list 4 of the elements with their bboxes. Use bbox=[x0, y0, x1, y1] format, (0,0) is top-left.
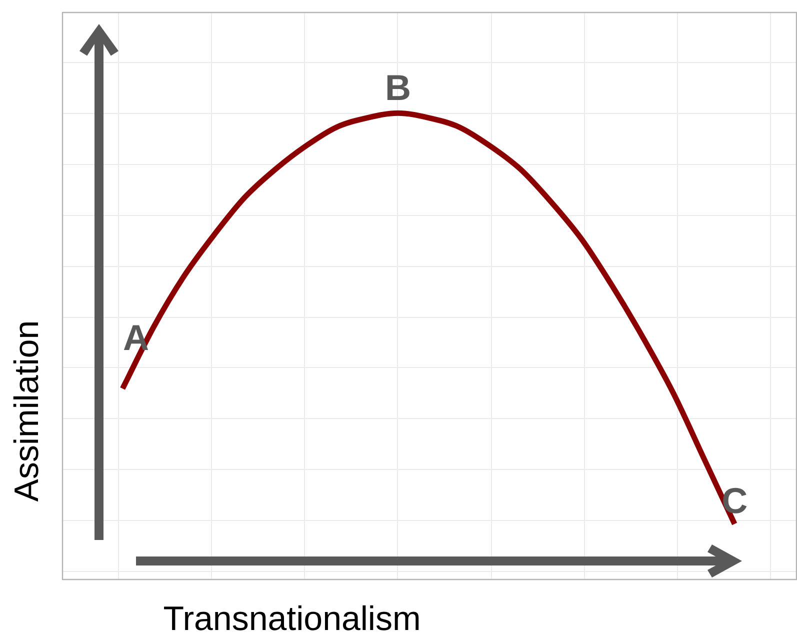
y-axis-title: Assimilation bbox=[8, 320, 46, 502]
annotation: A bbox=[123, 317, 149, 358]
x-axis-title: Transnationalism bbox=[163, 600, 421, 634]
annotation: B bbox=[384, 67, 411, 108]
